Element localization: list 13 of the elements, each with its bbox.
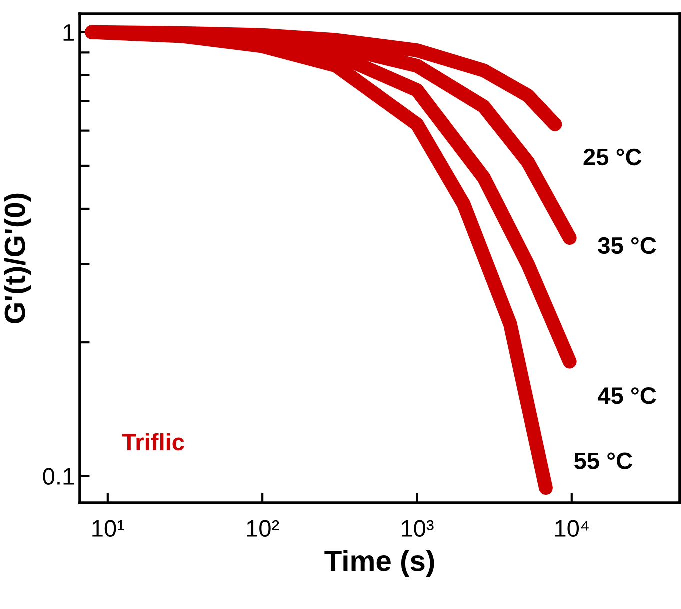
x-tick-label: 10⁴ [555, 520, 589, 538]
y-axis-title: G'(t)/G'(0) [4, 194, 32, 324]
x-tick-label: 10³ [402, 520, 434, 538]
annotation: Triflic [122, 433, 184, 451]
y-tick-label: 1 [64, 24, 74, 41]
x-tick-label: 10² [247, 520, 280, 538]
series-label: 25 °C [584, 148, 642, 166]
series-label: 55 °C [574, 452, 632, 470]
series-label: 45 °C [598, 388, 656, 404]
x-axis-title: Time (s) [324, 550, 434, 578]
x-tick-label: 10¹ [92, 520, 124, 538]
y-tick-label: 0.1 [43, 468, 74, 485]
series-label: 35 °C [598, 237, 656, 254]
